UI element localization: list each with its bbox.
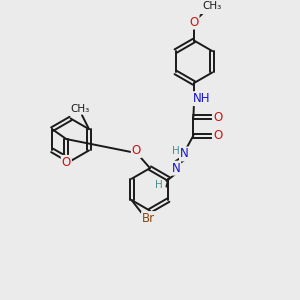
Text: Br: Br xyxy=(142,212,155,225)
Text: O: O xyxy=(213,111,222,124)
Text: O: O xyxy=(62,156,71,169)
Text: N: N xyxy=(180,148,189,160)
Text: CH₃: CH₃ xyxy=(70,104,89,114)
Text: O: O xyxy=(132,144,141,157)
Text: CH₃: CH₃ xyxy=(202,2,221,11)
Text: H: H xyxy=(154,180,162,190)
Text: N: N xyxy=(171,162,180,175)
Text: O: O xyxy=(213,129,222,142)
Text: NH: NH xyxy=(193,92,211,105)
Text: H: H xyxy=(172,146,180,156)
Text: O: O xyxy=(189,16,199,28)
